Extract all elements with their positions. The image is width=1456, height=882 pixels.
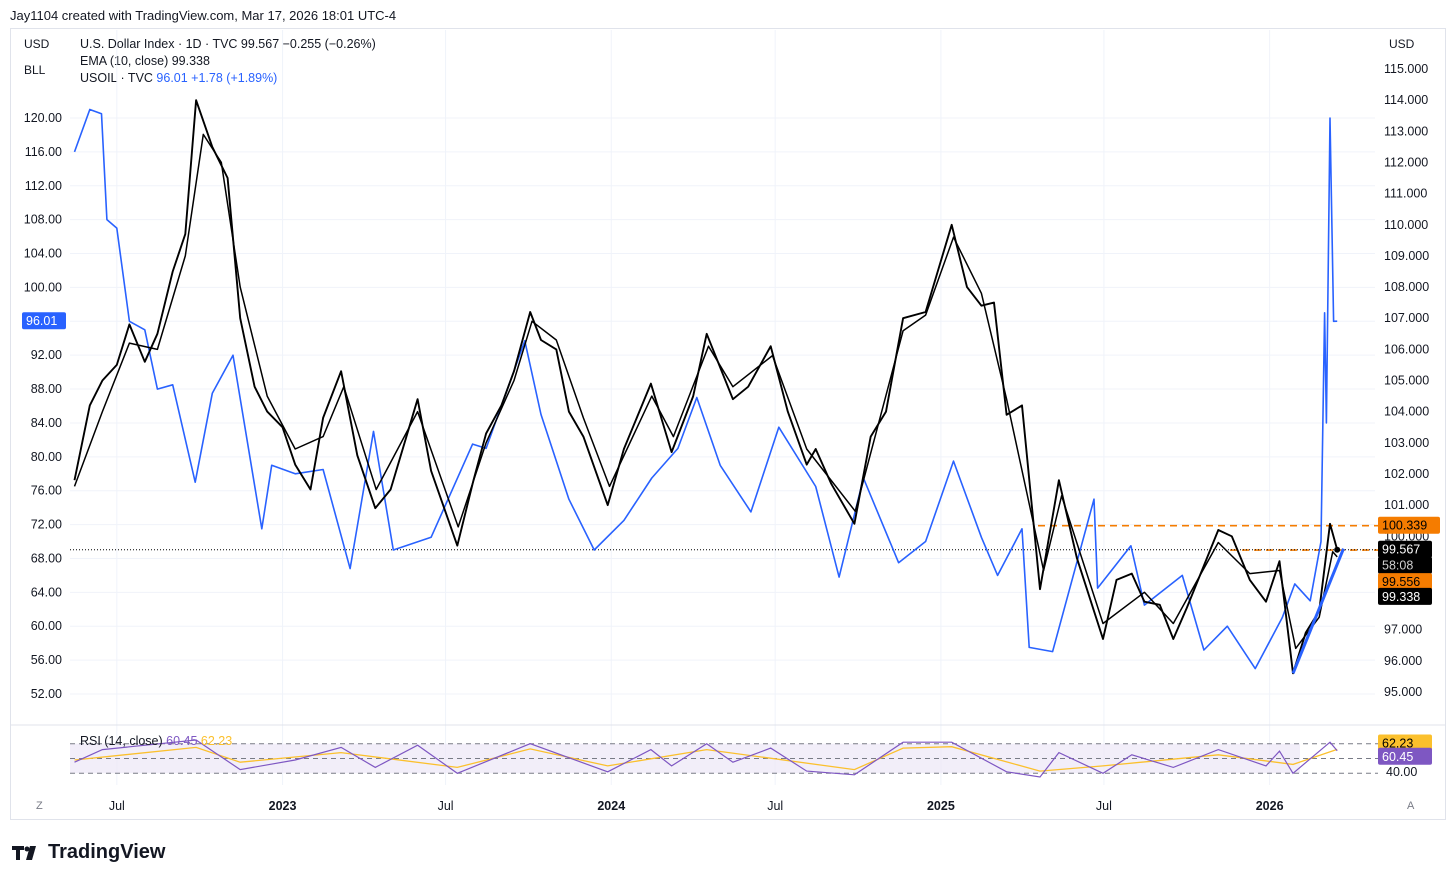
auto-scale-button[interactable]: A <box>1407 800 1415 812</box>
brand-name: TradingView <box>48 841 166 863</box>
tradingview-logo-icon <box>12 845 36 860</box>
chart-frame <box>10 28 1446 820</box>
legend: U.S. Dollar Index · 1D · TVC 99.567 −0.2… <box>80 36 376 87</box>
legend-ema[interactable]: EMA (10, close) 99.338 <box>80 54 210 68</box>
right-currency-label[interactable]: USD <box>1383 35 1421 53</box>
attribution: Jay1104 created with TradingView.com, Ma… <box>10 8 397 23</box>
left-scale-label[interactable]: BLL <box>18 61 52 79</box>
zoom-icon[interactable]: Z <box>36 800 43 812</box>
left-currency-label[interactable]: USD <box>18 35 56 53</box>
legend-dxy[interactable]: U.S. Dollar Index · 1D · TVC 99.567 −0.2… <box>80 37 376 51</box>
legend-oil-name: USOIL · TVC <box>80 71 153 85</box>
legend-oil-values: 96.01 +1.78 (+1.89%) <box>156 71 278 85</box>
legend-oil[interactable]: USOIL · TVC 96.01 +1.78 (+1.89%) <box>80 70 376 87</box>
brand: TradingView <box>12 841 165 864</box>
